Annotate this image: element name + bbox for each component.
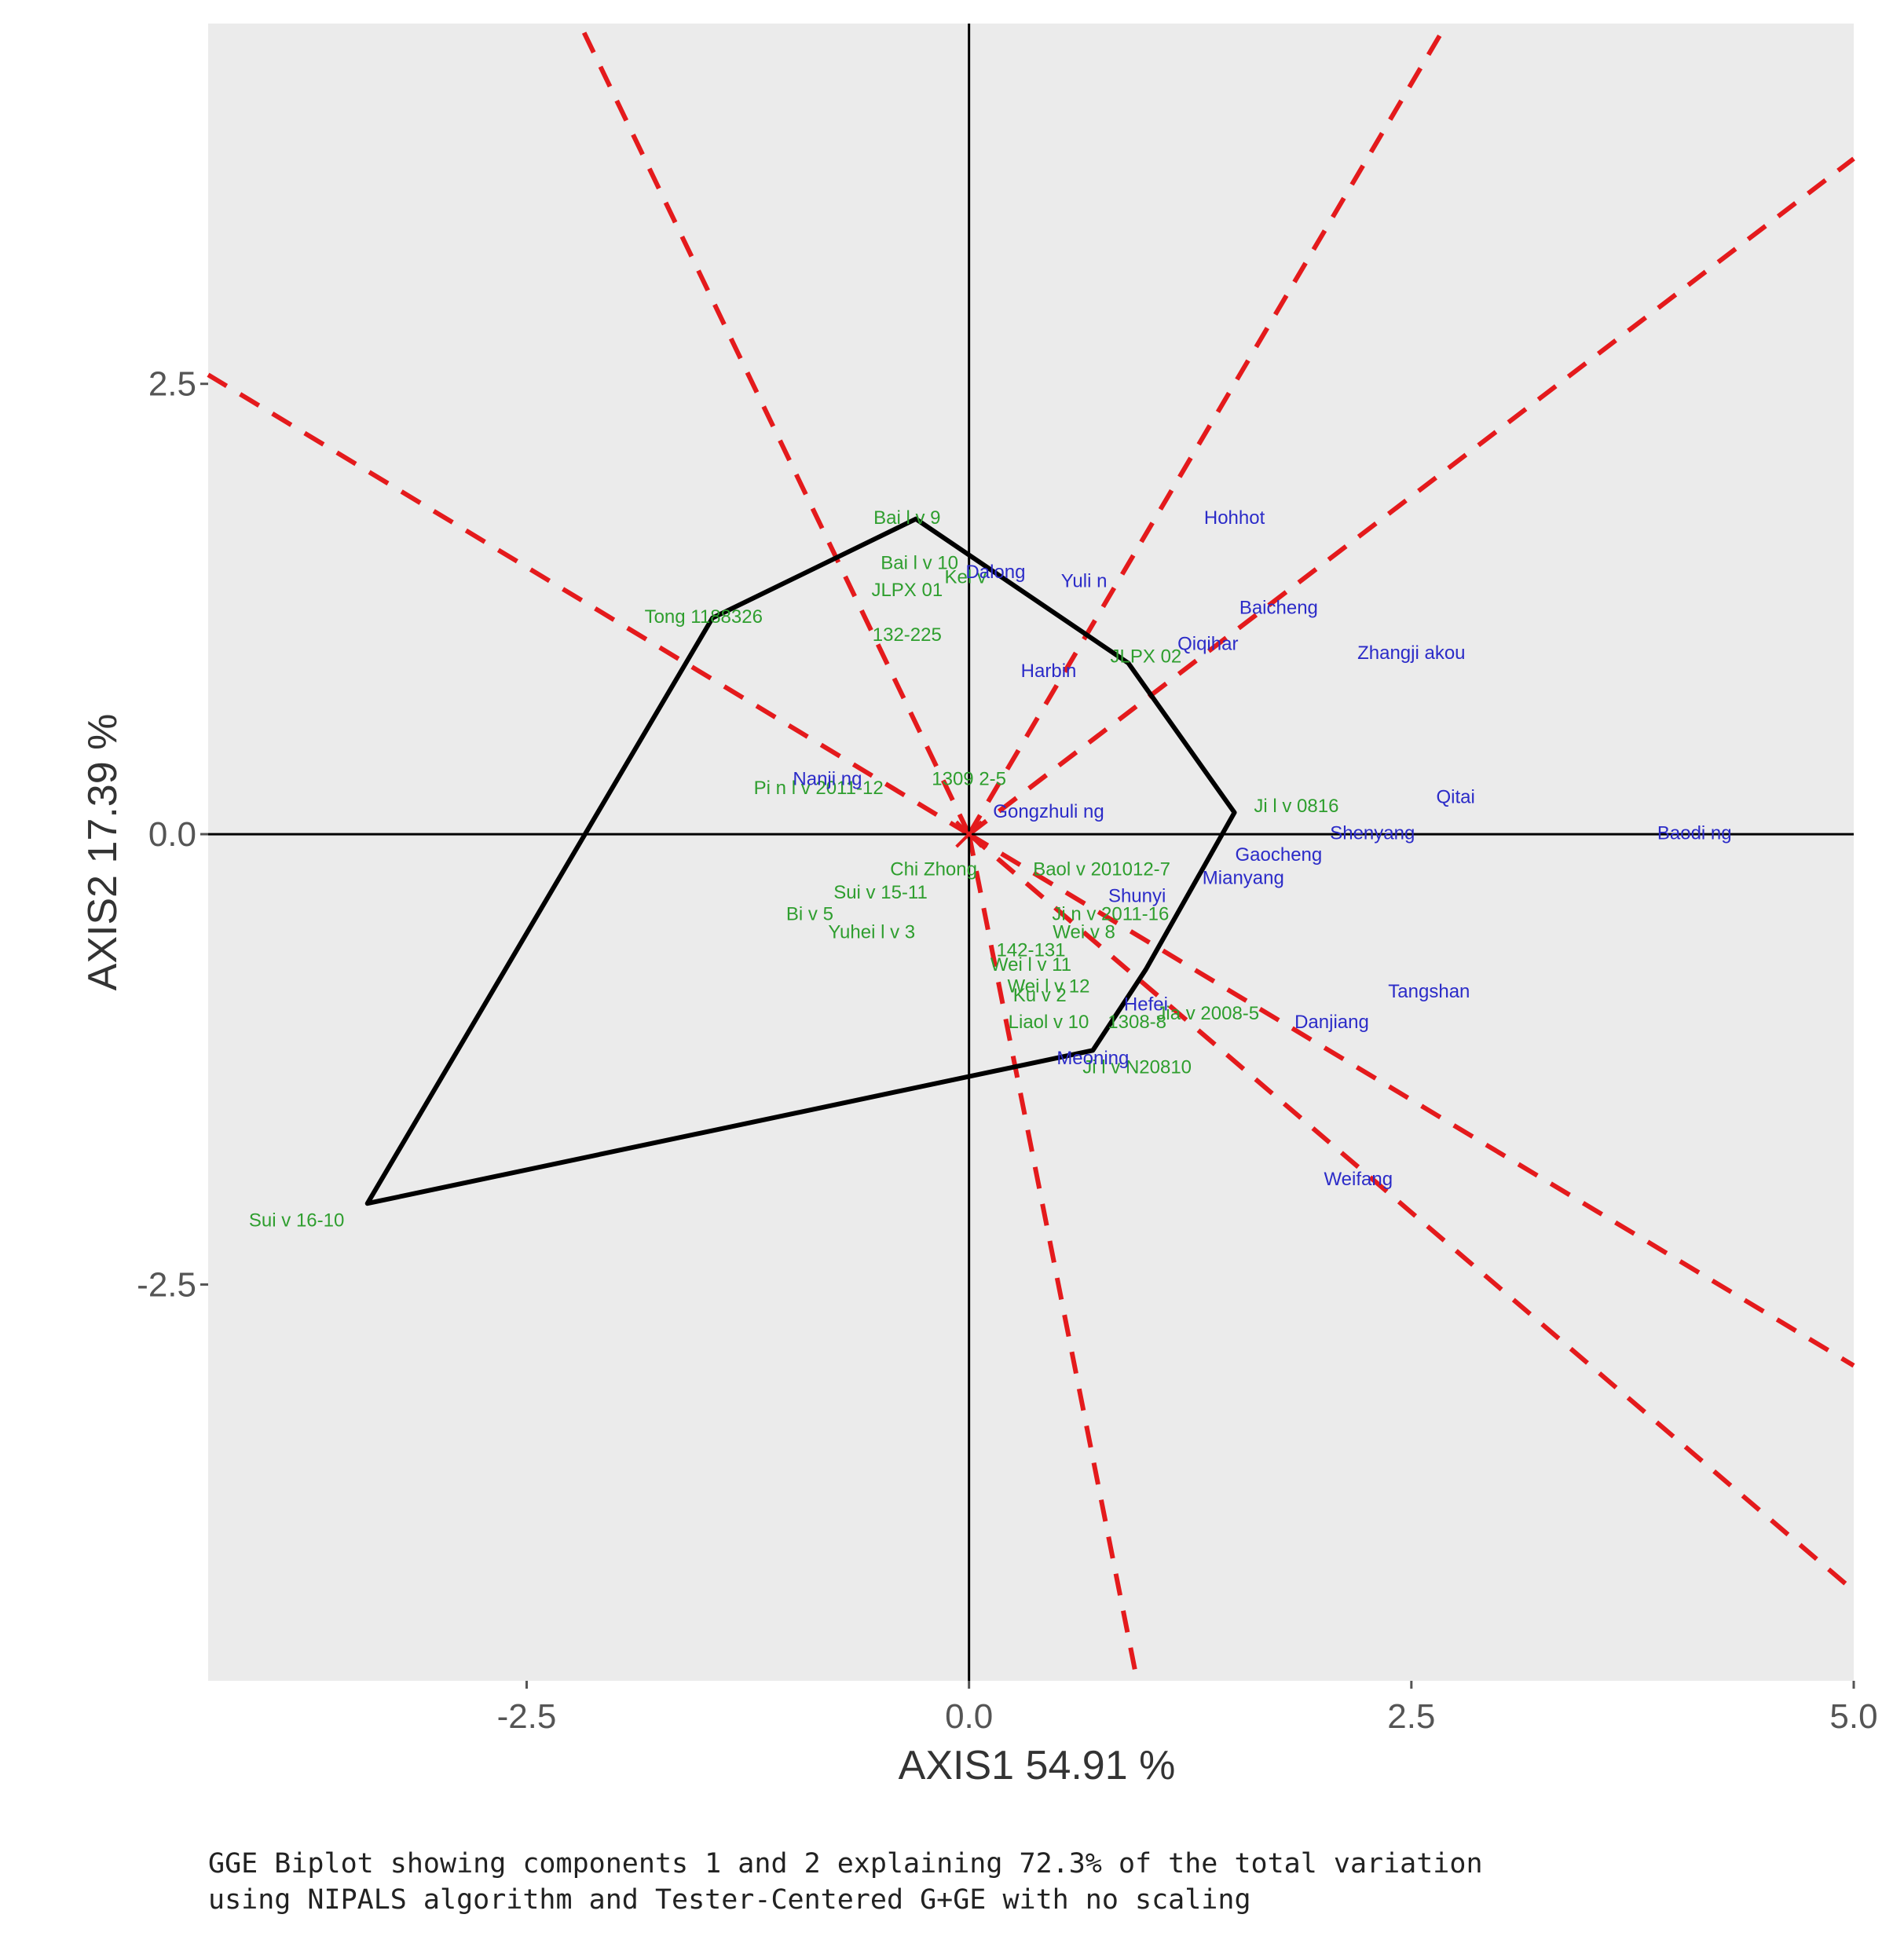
hull-vertex-sui-v-16-10 bbox=[365, 1202, 369, 1206]
environment-label-baodi-ng: Baodi ng bbox=[1657, 822, 1732, 844]
sector-rays bbox=[207, 22, 1855, 1682]
x-tick-label: 2.5 bbox=[1387, 1697, 1435, 1736]
caption-line-1: GGE Biplot showing components 1 and 2 ex… bbox=[208, 1848, 1483, 1880]
caption-line-2: using NIPALS algorithm and Tester-Center… bbox=[208, 1884, 1251, 1916]
sector-ray-5 bbox=[968, 832, 1855, 1368]
environment-label-mianyang: Mianyang bbox=[1203, 868, 1284, 889]
genotype-label-wei-v-8: Wei v 8 bbox=[1053, 922, 1115, 943]
genotype-label-142-131: 142-131 bbox=[996, 939, 1065, 961]
polygon-hull bbox=[364, 516, 1237, 1206]
y-tick-label: 0.0 bbox=[148, 815, 196, 854]
genotype-label-ji-l-v-0816: Ji l v 0816 bbox=[1254, 796, 1338, 817]
environment-label-dalong: Dalong bbox=[965, 562, 1025, 583]
sector-ray-7 bbox=[966, 833, 1140, 1682]
environment-label-weifang: Weifang bbox=[1324, 1169, 1393, 1190]
environment-label-zhangji-akou: Zhangji akou bbox=[1357, 642, 1465, 664]
environment-label-baicheng: Baicheng bbox=[1239, 598, 1318, 619]
convex-hull-polygon bbox=[364, 516, 1237, 1206]
environment-label-gongzhuli-ng: Gongzhuli ng bbox=[993, 801, 1104, 822]
genotype-label-1309-2-5: 1309 2-5 bbox=[932, 769, 1006, 790]
environment-label-nanji-ng: Nanji ng bbox=[793, 769, 862, 790]
environment-label-yuli-n: Yuli n bbox=[1061, 570, 1108, 591]
environment-label-tangshan: Tangshan bbox=[1388, 981, 1470, 1002]
genotype-label-pi-n-l-v-2011-12: Pi n l v 2011-12 bbox=[754, 778, 884, 799]
environment-label-danjiang: Danjiang bbox=[1294, 1012, 1369, 1033]
axis-ticks: -2.5 0.0 2.5 5.0 -2.5 0.0 2.5 bbox=[137, 365, 1877, 1736]
hull-vertex-jia-v-2008-5 bbox=[1144, 968, 1148, 972]
sector-ray-6 bbox=[967, 832, 1855, 1593]
environment-label-shunyi: Shunyi bbox=[1108, 886, 1166, 907]
origin-cross-b bbox=[955, 820, 983, 848]
genotype-label-jia-v-2008-5: Jia v 2008-5 bbox=[1156, 1003, 1259, 1024]
x-axis-title: AXIS1 54.91 % bbox=[899, 1743, 1176, 1788]
hull-vertex-bai-l-v-9 bbox=[914, 517, 918, 521]
genotype-label-bai-l-v-10: Bai l v 10 bbox=[881, 552, 958, 573]
genotype-label-bai-l-v-9: Bai l v 9 bbox=[873, 507, 940, 529]
genotype-label-1308-8: 1308-8 bbox=[1108, 1012, 1166, 1033]
caption: GGE Biplot showing components 1 and 2 ex… bbox=[208, 1846, 1701, 1918]
genotype-label-tong-1188326: Tong 1188326 bbox=[645, 606, 763, 628]
environment-label-harbin: Harbin bbox=[1021, 661, 1077, 682]
genotype-label-sui-v-15-11: Sui v 15-11 bbox=[833, 882, 928, 903]
genotype-label-bi-v-5: Bi v 5 bbox=[786, 904, 833, 925]
plot-panel bbox=[208, 24, 1854, 1681]
origin-marker bbox=[955, 820, 983, 848]
hull-vertex-ji-l-v-0816 bbox=[1232, 811, 1236, 814]
x-tick-label: -2.5 bbox=[497, 1697, 557, 1736]
genotype-label-liaol-v-10: Liaol v 10 bbox=[1009, 1012, 1089, 1033]
genotype-label-yuhei-l-v-3: Yuhei l v 3 bbox=[828, 922, 915, 943]
x-tick-label: 0.0 bbox=[945, 1697, 993, 1736]
y-axis-title: AXIS2 17.39 % bbox=[80, 714, 126, 991]
genotype-label-ku-v-2: Ku v 2 bbox=[1013, 985, 1067, 1006]
sector-ray-2 bbox=[967, 22, 1449, 836]
environment-label-meoning: Meoning bbox=[1056, 1048, 1129, 1069]
genotype-label-132-225: 132-225 bbox=[873, 624, 942, 646]
environment-label-hefei: Hefei bbox=[1124, 994, 1168, 1015]
y-tick-label: -2.5 bbox=[137, 1265, 196, 1304]
genotype-label-sui-v-16-10: Sui v 16-10 bbox=[249, 1210, 344, 1232]
axis-lines bbox=[208, 24, 1854, 1681]
environment-label-hohhot: Hohhot bbox=[1204, 507, 1265, 529]
environment-label-shenyang: Shenyang bbox=[1330, 822, 1415, 844]
genotype-label-jlpx-01: JLPX 01 bbox=[871, 580, 943, 601]
hull-vertex-ji-l-v-n20810 bbox=[1091, 1049, 1095, 1052]
y-tick-label: 2.5 bbox=[148, 365, 196, 404]
genotype-label-ji-n-v-2011-16: Ji n v 2011-16 bbox=[1052, 904, 1169, 925]
genotype-label-baol-v-201012-7: Baol v 201012-7 bbox=[1033, 858, 1170, 880]
hull-vertex-tong-1188326 bbox=[711, 616, 715, 620]
genotype-label-ji-l-v-n20810: Ji l v N20810 bbox=[1082, 1057, 1192, 1078]
x-tick-label: 5.0 bbox=[1829, 1697, 1877, 1736]
environment-label-qiqihar: Qiqihar bbox=[1177, 634, 1238, 655]
genotype-label-kel-v: Kel v bbox=[944, 567, 986, 588]
hull-vertex-jlpx-02 bbox=[1126, 661, 1130, 665]
genotype-label-wei-l-v-11: Wei l v 11 bbox=[990, 954, 1071, 975]
environment-label-gaocheng: Gaocheng bbox=[1235, 844, 1322, 866]
environment-label-qitai: Qitai bbox=[1436, 787, 1474, 808]
genotype-label-wei-l-v-12: Wei l v 12 bbox=[1008, 975, 1090, 997]
genotype-label-chi-zhong: Chi Zhong bbox=[890, 858, 977, 880]
genotype-label-jlpx-02: JLPX 02 bbox=[1111, 646, 1182, 668]
